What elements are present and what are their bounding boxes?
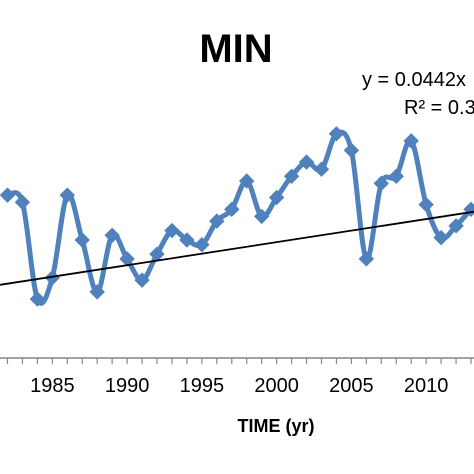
data-point-2002 <box>298 154 315 170</box>
data-point-2006 <box>358 251 375 267</box>
x-tick-label-2000: 2000 <box>254 375 299 397</box>
x-tick-label-2005: 2005 <box>329 375 374 397</box>
data-point-2012 <box>448 218 464 234</box>
chart-title: MIN <box>199 27 272 71</box>
data-point-1987 <box>74 232 90 248</box>
data-point-1984 <box>29 291 46 307</box>
trendline-equation: y = 0.0442x <box>362 69 466 91</box>
data-point-1999 <box>253 208 270 225</box>
x-tick-label-1985: 1985 <box>30 375 75 397</box>
data-point-1991 <box>134 272 150 288</box>
x-tick-label-2010: 2010 <box>404 375 449 397</box>
data-point-2008 <box>388 168 404 184</box>
plot-area <box>0 126 474 307</box>
data-point-2001 <box>283 168 300 184</box>
data-point-2005 <box>343 142 360 159</box>
data-point-2007 <box>373 175 390 192</box>
data-point-2004 <box>328 126 345 142</box>
data-point-1988 <box>89 284 105 300</box>
trendline-r-squared: R² = 0.3 <box>404 97 474 119</box>
data-point-1995 <box>194 237 210 253</box>
data-point-1996 <box>209 213 225 229</box>
data-point-2003 <box>313 161 330 177</box>
data-point-1986 <box>59 187 75 203</box>
data-point-2000 <box>268 189 285 206</box>
data-point-2010 <box>418 196 434 213</box>
trendline <box>0 210 474 286</box>
data-point-1993 <box>164 222 180 239</box>
data-point-1994 <box>179 232 195 248</box>
x-tick-label-1995: 1995 <box>180 375 225 397</box>
data-point-1998 <box>239 173 255 189</box>
data-point-2009 <box>403 133 419 149</box>
x-axis-label: TIME (yr) <box>237 416 314 436</box>
data-point-1982 <box>0 187 16 203</box>
data-point-2011 <box>433 229 449 246</box>
x-ticks: 1985 1990 1995 2000 2005 2010 <box>6 358 472 397</box>
data-point-1989 <box>104 227 120 243</box>
x-tick-label-1990: 1990 <box>105 375 150 397</box>
data-point-1983 <box>14 194 31 210</box>
data-point-1997 <box>224 201 240 218</box>
